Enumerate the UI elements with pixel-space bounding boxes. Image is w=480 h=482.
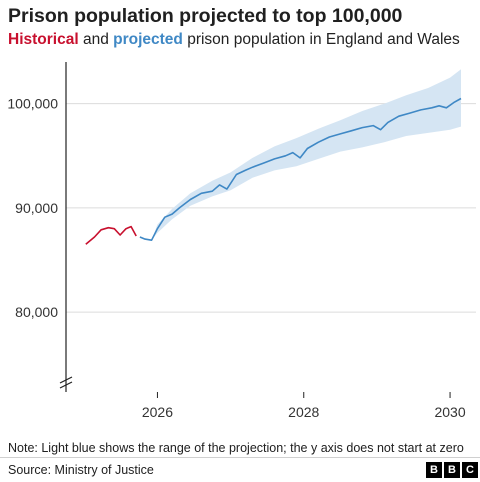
chart-note: Note: Light blue shows the range of the … bbox=[8, 441, 464, 455]
projection-range-band bbox=[139, 69, 461, 241]
axis-break-mark bbox=[59, 376, 73, 384]
subtitle-projected: projected bbox=[113, 31, 183, 48]
x-tick-label: 2026 bbox=[142, 404, 173, 420]
projected-series-line bbox=[139, 97, 462, 241]
bbc-logo: B B C bbox=[426, 462, 478, 478]
bbc-logo-letter: B bbox=[426, 462, 442, 478]
bbc-logo-letter: B bbox=[444, 462, 460, 478]
subtitle-and: and bbox=[78, 31, 114, 48]
subtitle-rest: prison population in England and Wales bbox=[182, 31, 460, 48]
historical-series-line bbox=[85, 225, 137, 245]
grid-layer bbox=[66, 103, 476, 313]
axis-break-mark bbox=[59, 381, 73, 389]
y-tick-label: 100,000 bbox=[7, 96, 58, 112]
subtitle-historical: Historical bbox=[8, 31, 79, 48]
y-tick-label: 80,000 bbox=[15, 304, 58, 320]
line-chart: 80,000 90,000 100,000 2026 2028 2030 bbox=[7, 62, 476, 420]
chart-title: Prison population projected to top 100,0… bbox=[8, 5, 403, 27]
footer-divider bbox=[0, 457, 480, 458]
chart-subtitle: Historical and projected prison populati… bbox=[8, 31, 460, 49]
series-layer bbox=[85, 97, 462, 245]
x-tick-label: 2030 bbox=[434, 404, 465, 420]
y-tick-label: 90,000 bbox=[15, 200, 58, 216]
range-band-layer bbox=[139, 69, 461, 241]
bbc-logo-letter: C bbox=[462, 462, 478, 478]
chart-source: Source: Ministry of Justice bbox=[8, 463, 154, 477]
axis-layer: 80,000 90,000 100,000 2026 2028 2030 bbox=[7, 62, 466, 420]
x-tick-label: 2028 bbox=[288, 404, 319, 420]
